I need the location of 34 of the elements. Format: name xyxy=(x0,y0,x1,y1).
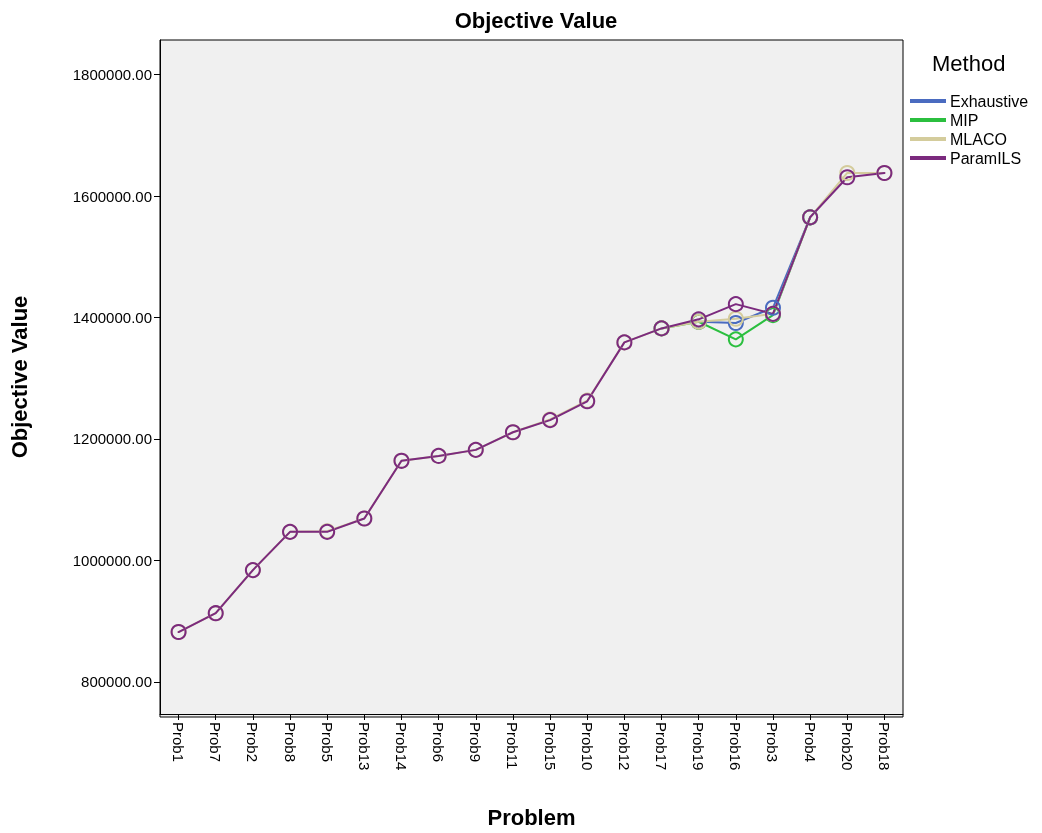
x-tick-label: Prob16 xyxy=(727,722,745,771)
legend-label: Exhaustive xyxy=(950,92,1029,110)
x-tick-label: Prob20 xyxy=(838,722,856,771)
y-tick-label: 1200000.00 xyxy=(72,430,152,448)
x-tick-label: Prob17 xyxy=(653,722,671,771)
legend-label: ParamILS xyxy=(950,149,1022,167)
x-tick-label: Prob2 xyxy=(244,722,262,763)
x-tick-label: Prob12 xyxy=(615,722,633,771)
x-tick-label: Prob10 xyxy=(578,722,596,771)
x-tick-label: Prob18 xyxy=(875,722,893,771)
legend-label: MIP xyxy=(950,111,979,129)
x-tick-label: Prob1 xyxy=(170,722,188,763)
x-axis-title: Problem xyxy=(487,804,576,830)
y-tick-label: 1000000.00 xyxy=(72,551,152,569)
x-tick-label: Prob13 xyxy=(355,722,373,771)
chart-title: Objective Value xyxy=(454,7,618,33)
x-tick-label: Prob11 xyxy=(504,722,522,770)
y-axis-title: Objective Value xyxy=(6,295,32,459)
x-tick-label: Prob14 xyxy=(392,722,410,771)
y-tick-label: 1800000.00 xyxy=(72,66,152,84)
x-tick-label: Prob9 xyxy=(467,722,485,763)
x-tick-label: Prob15 xyxy=(541,722,559,771)
x-tick-label: Prob7 xyxy=(207,722,225,763)
x-tick-label: Prob19 xyxy=(690,722,708,771)
y-tick-label: 1400000.00 xyxy=(72,308,152,326)
legend-title: Method xyxy=(932,50,1006,76)
y-tick-label: 1600000.00 xyxy=(72,187,152,205)
x-tick-label: Prob6 xyxy=(430,722,448,763)
x-tick-label: Prob4 xyxy=(801,722,819,763)
x-tick-label: Prob8 xyxy=(281,722,299,763)
x-tick-label: Prob3 xyxy=(764,722,782,763)
x-tick-label: Prob5 xyxy=(318,722,336,763)
y-tick-label: 800000.00 xyxy=(81,673,152,691)
legend-label: MLACO xyxy=(950,130,1007,148)
